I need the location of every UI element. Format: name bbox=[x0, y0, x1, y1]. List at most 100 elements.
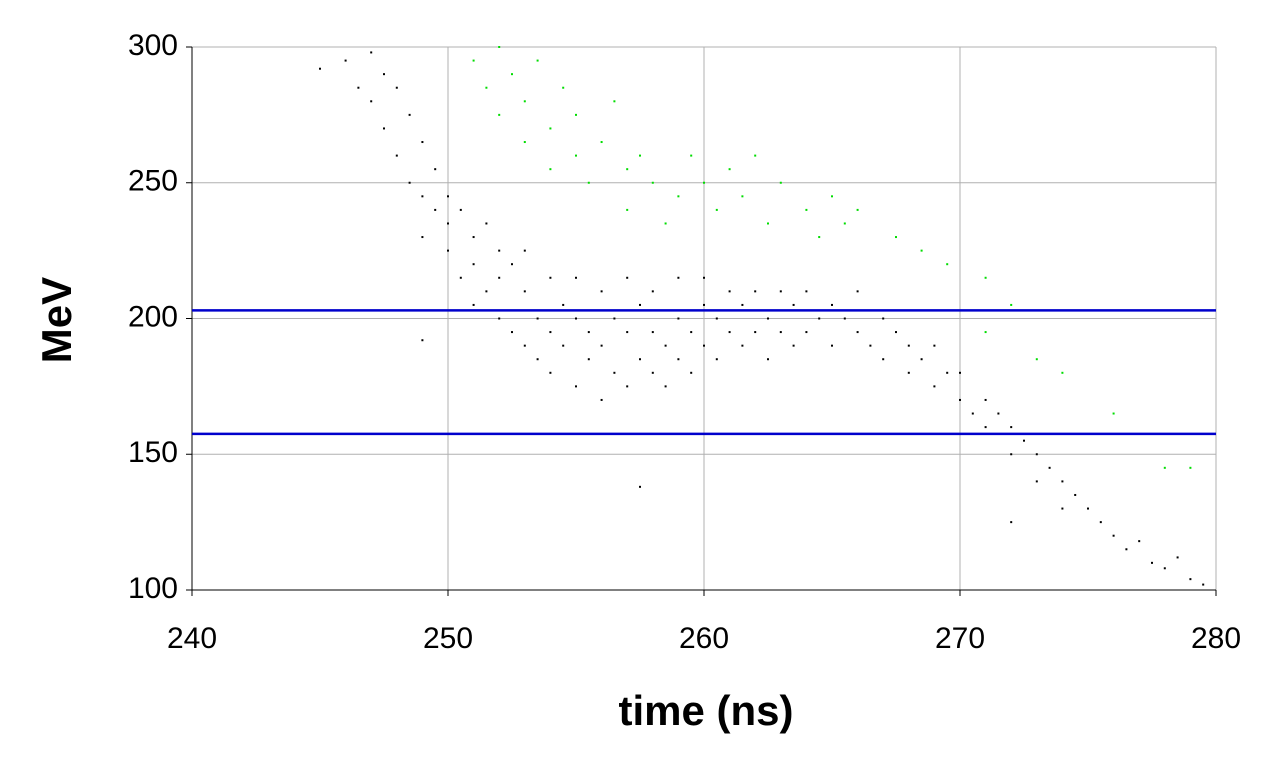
point bbox=[664, 344, 667, 347]
point bbox=[459, 208, 462, 211]
point bbox=[447, 222, 449, 225]
point bbox=[805, 331, 808, 334]
point bbox=[715, 317, 718, 320]
point bbox=[754, 290, 757, 293]
point bbox=[459, 276, 462, 279]
y-axis-label: MeV bbox=[33, 277, 80, 363]
point bbox=[600, 398, 603, 401]
point bbox=[498, 317, 501, 320]
point bbox=[536, 59, 539, 62]
point bbox=[421, 141, 424, 144]
point bbox=[575, 154, 577, 157]
point bbox=[549, 168, 552, 171]
point bbox=[1061, 371, 1064, 374]
point bbox=[1112, 412, 1115, 415]
point bbox=[472, 59, 475, 62]
point bbox=[1010, 453, 1013, 456]
x-axis-label: time (ns) bbox=[618, 687, 793, 734]
point bbox=[754, 331, 757, 334]
point bbox=[741, 344, 744, 347]
x-tick-label: 240 bbox=[167, 622, 217, 655]
point bbox=[1163, 567, 1166, 570]
point bbox=[485, 222, 488, 225]
point bbox=[549, 331, 552, 334]
point bbox=[1010, 426, 1013, 429]
point bbox=[677, 317, 680, 320]
point bbox=[498, 249, 501, 252]
point bbox=[792, 344, 795, 347]
point bbox=[1035, 480, 1038, 483]
point bbox=[1202, 583, 1205, 586]
point bbox=[370, 100, 373, 103]
point bbox=[1035, 453, 1038, 456]
point bbox=[715, 358, 718, 361]
point bbox=[703, 344, 705, 347]
point bbox=[920, 358, 923, 361]
point bbox=[575, 113, 577, 116]
point bbox=[895, 331, 897, 334]
point bbox=[779, 290, 782, 293]
point bbox=[818, 236, 821, 239]
point bbox=[511, 331, 513, 334]
y-tick-label: 100 bbox=[128, 572, 178, 605]
point bbox=[626, 168, 629, 171]
point bbox=[408, 113, 411, 116]
point bbox=[395, 154, 398, 157]
point bbox=[587, 181, 590, 184]
point bbox=[1010, 303, 1013, 306]
point bbox=[805, 290, 808, 293]
point bbox=[664, 385, 667, 388]
point bbox=[549, 276, 552, 279]
point bbox=[754, 154, 757, 157]
point bbox=[843, 222, 846, 225]
point bbox=[933, 385, 936, 388]
point bbox=[485, 86, 488, 89]
point bbox=[933, 344, 936, 347]
point bbox=[536, 358, 539, 361]
point bbox=[434, 208, 437, 211]
point bbox=[523, 290, 526, 293]
point bbox=[703, 181, 705, 184]
point bbox=[946, 263, 949, 266]
point bbox=[639, 485, 641, 488]
point bbox=[882, 317, 885, 320]
point bbox=[587, 358, 590, 361]
point bbox=[344, 59, 347, 62]
point bbox=[690, 331, 693, 334]
point bbox=[1189, 466, 1192, 469]
point bbox=[971, 412, 974, 415]
point bbox=[523, 141, 526, 144]
x-tick-label: 250 bbox=[423, 622, 473, 655]
point bbox=[472, 263, 475, 266]
x-tick-label: 280 bbox=[1191, 622, 1241, 655]
point bbox=[1061, 480, 1064, 483]
point bbox=[882, 358, 885, 361]
point bbox=[831, 195, 833, 198]
point bbox=[549, 371, 552, 374]
point bbox=[523, 344, 526, 347]
point bbox=[1099, 521, 1102, 524]
point bbox=[728, 168, 731, 171]
point bbox=[370, 51, 373, 54]
point bbox=[626, 331, 629, 334]
point bbox=[549, 127, 552, 130]
point bbox=[1061, 507, 1064, 510]
point bbox=[843, 317, 846, 320]
point bbox=[523, 100, 526, 103]
point bbox=[728, 331, 731, 334]
point bbox=[511, 73, 513, 76]
point bbox=[818, 317, 821, 320]
point bbox=[959, 398, 961, 401]
point bbox=[1087, 507, 1089, 510]
point bbox=[472, 303, 475, 306]
point bbox=[869, 344, 872, 347]
point bbox=[651, 371, 654, 374]
point bbox=[856, 208, 859, 211]
point bbox=[907, 344, 910, 347]
point bbox=[562, 344, 565, 347]
point bbox=[651, 331, 654, 334]
point bbox=[895, 236, 897, 239]
point bbox=[626, 208, 629, 211]
